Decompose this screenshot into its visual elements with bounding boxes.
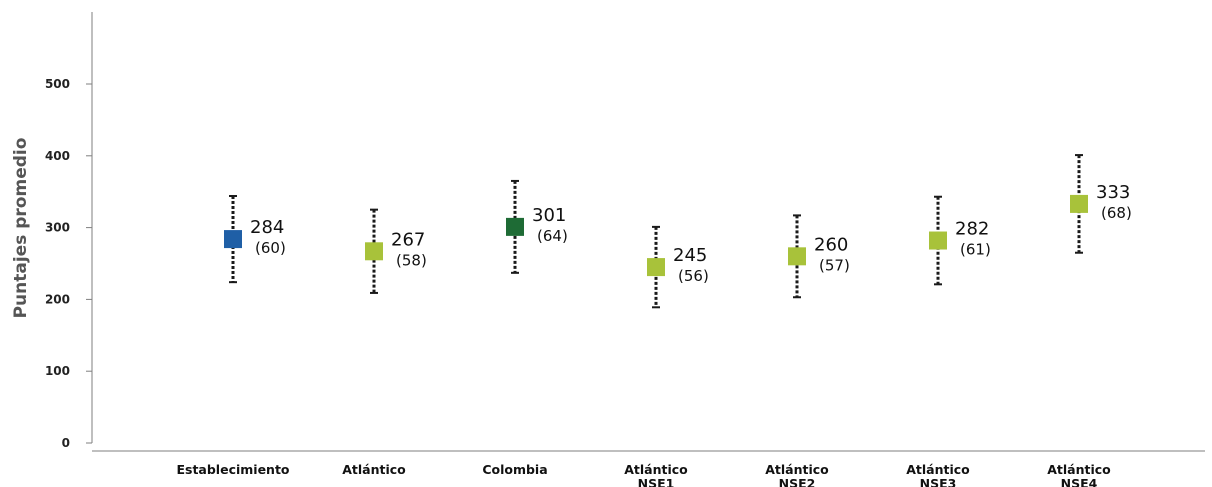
mean-marker [929, 231, 947, 250]
mean-value-label: 245 [673, 245, 707, 266]
x-category-label-line: Atlántico [342, 462, 406, 477]
mean-value-label: 301 [532, 205, 566, 226]
x-category-label-line: Establecimiento [176, 462, 289, 477]
x-category-label-line: NSE4 [1061, 476, 1098, 487]
y-tick-label: 100 [45, 364, 70, 378]
y-tick-label: 200 [45, 292, 70, 306]
mean-value-label: 333 [1096, 182, 1130, 203]
mean-marker [1070, 194, 1088, 213]
sd-value-label: (68) [1101, 204, 1132, 222]
x-category-label-line: NSE1 [638, 476, 675, 487]
sd-value-label: (58) [396, 251, 427, 269]
mean-value-label: 282 [955, 219, 989, 240]
y-tick-label: 400 [45, 149, 70, 163]
mean-marker [788, 247, 806, 266]
mean-marker [506, 217, 524, 236]
x-category-label: Colombia [482, 462, 547, 477]
x-category-label: Atlántico [342, 462, 406, 477]
x-category-label-line: NSE3 [920, 476, 957, 487]
x-category-label: Atlántico NSE3 [906, 462, 970, 487]
x-category-label-line: Colombia [482, 462, 547, 477]
sd-value-label: (60) [255, 239, 286, 257]
x-category-label-line: NSE2 [779, 476, 816, 487]
x-category-label-line: Atlántico [624, 462, 688, 477]
mean-value-label: 267 [391, 229, 425, 250]
data-marks: 284(60) 267(58)301(64)245(56)260(57)282(6… [224, 154, 1132, 309]
mean-value-label: 260 [814, 234, 848, 255]
mean-marker [365, 242, 383, 261]
mean-marker [647, 258, 665, 277]
x-category-label: Atlántico NSE1 [624, 462, 688, 487]
x-category-label: Atlántico NSE2 [765, 462, 829, 487]
axes: 0 100 200 300 400 500 Establecimiento Atlántico… [45, 12, 1205, 487]
y-tick-label: 0 [62, 436, 70, 450]
x-category-label-line: Atlántico [906, 462, 970, 477]
sd-value-label: (57) [819, 256, 850, 274]
sd-value-label: (64) [537, 227, 568, 245]
mean-marker [224, 230, 242, 249]
mean-value-label: 284 [250, 217, 284, 238]
x-category-label: Establecimiento [176, 462, 289, 477]
sd-value-label: (61) [960, 241, 991, 259]
y-tick-label: 500 [45, 77, 70, 91]
x-category-label-line: Atlántico [1047, 462, 1111, 477]
x-category-label: Atlántico NSE4 [1047, 462, 1111, 487]
y-axis-label: Puntajes promedio [11, 138, 31, 319]
y-tick-label: 300 [45, 221, 70, 235]
x-category-label-line: Atlántico [765, 462, 829, 477]
sd-value-label: (56) [678, 267, 709, 285]
